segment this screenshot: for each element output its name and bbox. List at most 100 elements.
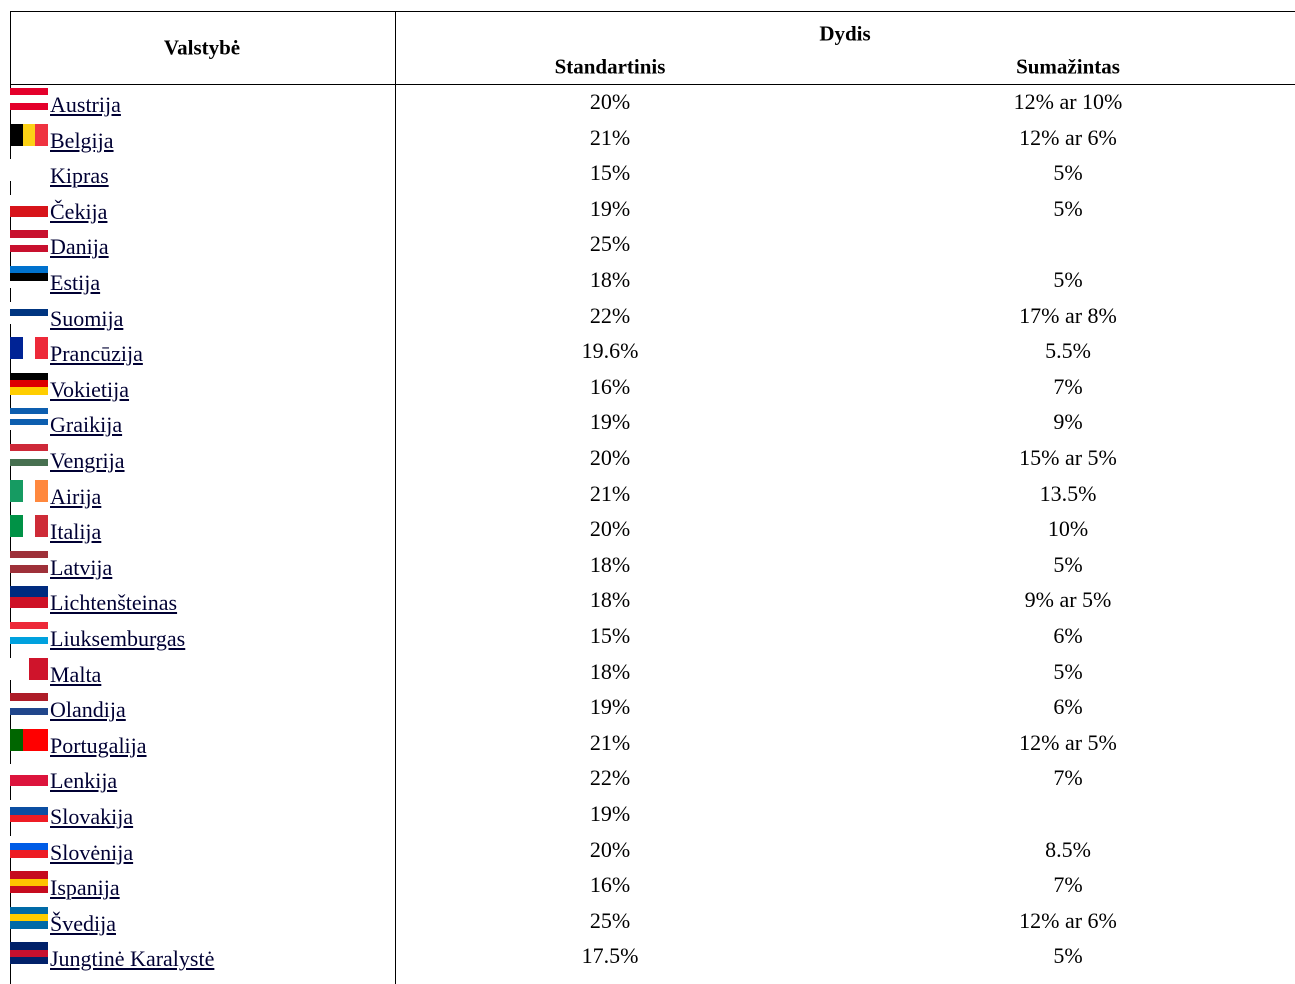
reduced-rate: 5% [1053, 195, 1083, 221]
country-link[interactable]: Lenkija [50, 768, 118, 794]
standard-rate: 18% [589, 658, 631, 684]
country-link[interactable]: Kipras [50, 163, 109, 189]
standard-rate: 20% [589, 516, 631, 542]
flag-icon [10, 479, 49, 502]
reduced-rate: 17% ar 8% [1019, 302, 1117, 328]
column-divider [395, 11, 396, 984]
country-link[interactable]: Prancūzija [50, 341, 143, 367]
reduced-rate: 12% ar 6% [1019, 907, 1117, 933]
country-link[interactable]: Italija [50, 519, 102, 545]
flag-icon [10, 764, 48, 787]
standard-rate: 21% [589, 480, 631, 506]
standard-rate: 22% [589, 302, 631, 328]
country-link[interactable]: Ispanija [50, 875, 120, 901]
country-link[interactable]: Vokietija [50, 376, 130, 402]
flag-icon [10, 194, 48, 217]
country-link[interactable]: Belgija [50, 127, 114, 153]
country-link[interactable]: Danija [50, 234, 109, 260]
standard-rate: 15% [589, 623, 631, 648]
reduced-rate: 5% [1053, 658, 1083, 684]
standard-rate: 17.5% [581, 943, 639, 969]
flag-icon [10, 515, 49, 538]
standard-rate: 22% [589, 765, 631, 791]
reduced-rate: 6% [1053, 623, 1083, 648]
flag-icon [10, 550, 48, 573]
country-link[interactable]: Latvija [50, 554, 113, 580]
country-link[interactable]: Suomija [50, 305, 124, 331]
flag-icon [10, 906, 48, 929]
country-link[interactable]: Airija [50, 483, 102, 509]
standard-rate: 21% [589, 124, 631, 150]
standard-rate: 18% [589, 587, 631, 613]
header-country: Valstybė [163, 35, 241, 60]
header-reduced: Sumažintas [1016, 54, 1120, 79]
country-link[interactable]: Austrija [50, 92, 121, 117]
country-link[interactable]: Liuksemburgas [50, 626, 186, 651]
standard-rate: 21% [589, 729, 631, 755]
reduced-rate: 8.5% [1045, 836, 1091, 862]
standard-rate: 15% [589, 160, 631, 186]
standard-rate: 16% [589, 872, 631, 898]
reduced-rate: 7% [1053, 765, 1083, 791]
country-link[interactable]: Švedija [50, 910, 116, 936]
reduced-rate: 12% ar 5% [1019, 729, 1117, 755]
reduced-rate: 12% ar 6% [1019, 124, 1117, 150]
reduced-rate: 15% ar 5% [1019, 445, 1117, 470]
reduced-rate: 10% [1047, 516, 1089, 542]
country-link[interactable]: Olandija [50, 697, 126, 723]
country-link[interactable]: Jungtinė Karalystė [50, 946, 215, 972]
standard-rate: 19.6% [581, 338, 639, 364]
header-divider [10, 84, 1295, 85]
reduced-rate: 5% [1053, 267, 1083, 292]
standard-rate: 19% [589, 801, 631, 826]
country-link[interactable]: Vengrija [50, 448, 125, 473]
reduced-rate: 6% [1053, 694, 1083, 720]
flag-icon [10, 337, 49, 360]
flag-icon [10, 728, 49, 751]
standard-rate: 20% [589, 89, 631, 114]
country-link[interactable]: Graikija [50, 412, 123, 438]
flag-icon [10, 408, 48, 431]
standard-rate: 25% [589, 231, 631, 257]
standard-rate: 25% [589, 907, 631, 933]
flag-icon [10, 942, 48, 965]
flag-icon [10, 301, 48, 324]
reduced-rate: 5% [1053, 551, 1083, 577]
reduced-rate: 9% ar 5% [1024, 587, 1112, 613]
flag-icon [10, 159, 48, 182]
flag-icon [10, 622, 48, 644]
standard-rate: 20% [589, 445, 631, 470]
flag-icon [10, 835, 48, 858]
standard-rate: 20% [589, 836, 631, 862]
flag-icon [10, 693, 48, 716]
header-standard: Standartinis [554, 54, 666, 79]
flag-icon [10, 230, 48, 253]
country-link[interactable]: Slovėnija [50, 839, 134, 865]
flag-icon [10, 372, 48, 395]
flag-icon [10, 871, 48, 894]
flag-icon [10, 800, 48, 822]
reduced-rate: 5% [1053, 160, 1083, 186]
reduced-rate: 7% [1053, 872, 1083, 898]
country-link[interactable]: Lichtenšteinas [50, 590, 178, 616]
standard-rate: 18% [589, 267, 631, 292]
flag-icon [10, 657, 48, 680]
flag-icon [10, 123, 49, 146]
standard-rate: 16% [589, 373, 631, 399]
reduced-rate: 13.5% [1039, 480, 1097, 506]
standard-rate: 18% [589, 551, 631, 577]
country-link[interactable]: Malta [50, 661, 102, 687]
reduced-rate: 5.5% [1045, 338, 1091, 364]
flag-icon [10, 266, 48, 288]
country-link[interactable]: Slovakija [50, 804, 134, 829]
standard-rate: 19% [589, 195, 631, 221]
header-size: Dydis [819, 21, 871, 46]
country-link[interactable]: Estija [50, 270, 101, 295]
reduced-rate: 7% [1053, 373, 1083, 399]
country-link[interactable]: Portugalija [50, 732, 147, 758]
standard-rate: 19% [589, 694, 631, 720]
standard-rate: 19% [589, 409, 631, 435]
flag-icon [10, 444, 48, 466]
country-link[interactable]: Čekija [50, 198, 108, 224]
